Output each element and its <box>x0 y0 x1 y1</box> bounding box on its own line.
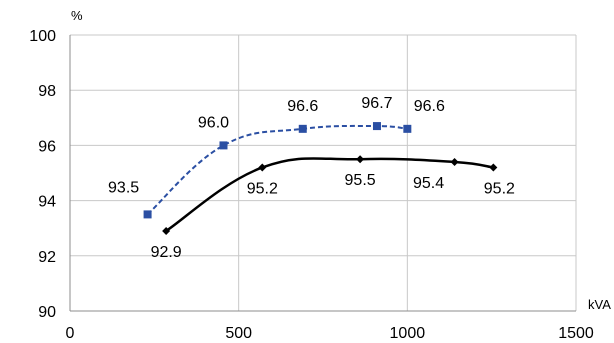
series-1 <box>143 122 412 219</box>
data-point-marker <box>372 122 381 131</box>
data-point-marker <box>258 163 267 172</box>
data-label: 96.0 <box>198 114 229 131</box>
data-point-marker <box>489 163 498 172</box>
y-tick-label: 98 <box>38 83 56 100</box>
data-point-marker <box>298 124 307 133</box>
axes <box>69 35 576 312</box>
data-point-marker <box>143 210 152 219</box>
data-label: 95.5 <box>345 172 376 189</box>
data-point-marker <box>219 141 228 150</box>
series-2 <box>162 155 498 235</box>
data-labels: 93.5 96.0 96.6 96.7 96.6 92.9 95.2 95.5 95.4 95.2 <box>108 95 515 261</box>
series-1-line <box>146 124 408 216</box>
data-label: 96.6 <box>414 98 445 115</box>
y-tick-label: 100 <box>29 28 56 45</box>
y-tick-label: 96 <box>38 138 56 155</box>
y-tick-label: 94 <box>38 194 56 211</box>
series-2-line <box>165 157 494 233</box>
x-tick-label: 1000 <box>390 325 426 342</box>
data-label: 96.6 <box>287 98 318 115</box>
y-axis-unit-label: % <box>71 8 83 23</box>
data-label: 95.4 <box>413 175 444 192</box>
data-label: 93.5 <box>108 179 139 196</box>
data-label: 95.2 <box>484 180 515 197</box>
y-tick-label: 92 <box>38 249 56 266</box>
x-tick-label: 1500 <box>558 325 594 342</box>
data-label: 92.9 <box>151 244 182 261</box>
data-point-marker <box>162 226 171 235</box>
data-label: 95.2 <box>247 180 278 197</box>
x-tick-label: 0 <box>66 325 75 342</box>
y-tick-label: 90 <box>38 304 56 321</box>
data-point-marker <box>403 124 412 133</box>
data-point-marker <box>356 155 365 164</box>
x-axis-unit-label: kVA <box>588 297 611 312</box>
grid <box>70 34 577 311</box>
x-tick-label: 500 <box>225 325 252 342</box>
data-point-marker <box>450 157 459 166</box>
data-label: 96.7 <box>361 95 392 112</box>
series <box>143 122 498 235</box>
